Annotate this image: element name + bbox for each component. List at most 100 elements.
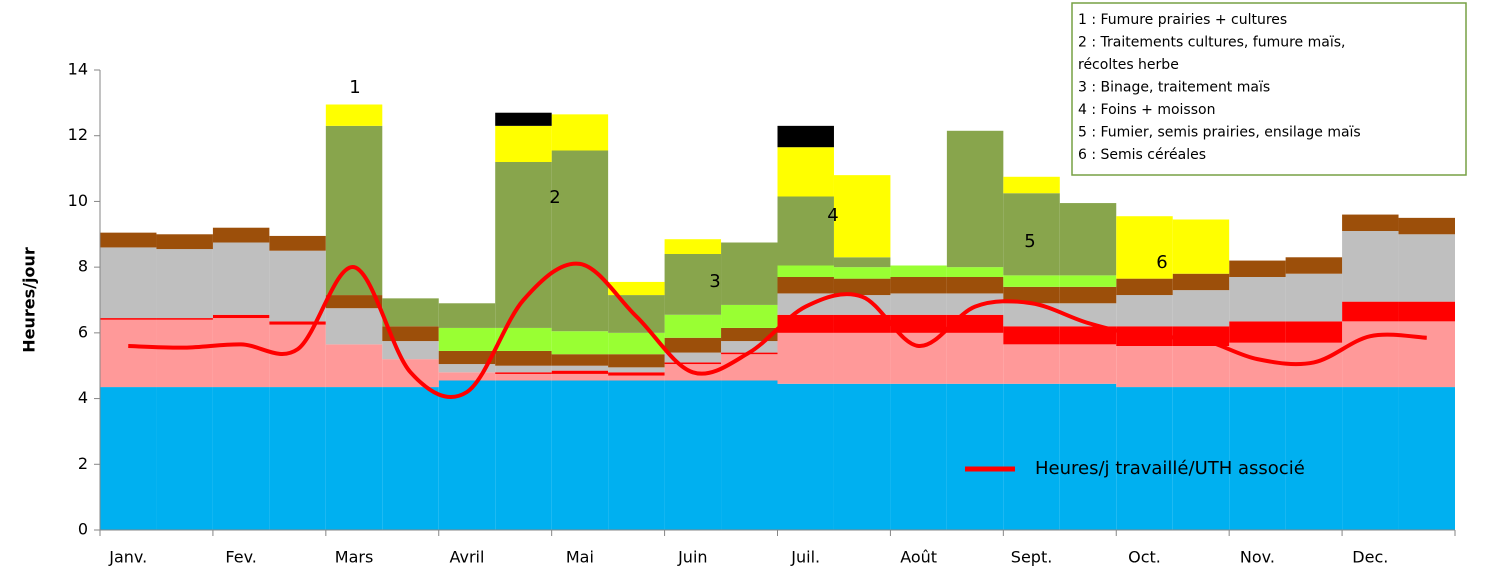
bar-segment (382, 341, 439, 360)
bar-segment (495, 125, 552, 162)
bar-segment (1172, 387, 1230, 530)
bar-segment (890, 277, 947, 294)
bar-segment (833, 383, 891, 530)
bar-segment (438, 350, 496, 365)
bar-segment (1003, 176, 1060, 194)
bar-segment (1229, 321, 1286, 343)
annotation: 2 (549, 187, 560, 208)
x-tick-label: Nov. (1240, 548, 1275, 567)
y-tick-label: 10 (68, 191, 88, 210)
x-tick-label: Fev. (225, 548, 256, 567)
bar-segment (1342, 231, 1399, 302)
bar-segment (608, 375, 665, 381)
bar-segment (1116, 387, 1173, 530)
bar-segment (156, 387, 213, 530)
bar-segment (777, 277, 834, 294)
bar-segment (608, 367, 665, 373)
bar-segment (1003, 344, 1060, 384)
bar-segment (721, 327, 778, 342)
bar-segment (1003, 383, 1060, 530)
bar-segment (156, 249, 213, 319)
bar-segment (1059, 383, 1117, 530)
bar-segment (721, 341, 778, 353)
note-line: 6 : Semis céréales (1078, 147, 1206, 163)
bar-segment (890, 383, 947, 530)
bar-segment (946, 293, 1004, 315)
bar-segment (946, 332, 1004, 384)
bar-segment (777, 196, 834, 266)
bar-segment (946, 383, 1004, 530)
bar-segment (1342, 387, 1399, 530)
bar-segment (495, 112, 552, 126)
bar-segment (325, 125, 383, 296)
bar-segment (1116, 216, 1173, 279)
bar-segment (1116, 346, 1173, 388)
bar-segment (438, 364, 496, 373)
bar-segment (551, 114, 609, 151)
bar-segment (664, 380, 722, 530)
bar-segment (212, 314, 270, 319)
bar-segment (100, 318, 157, 320)
bar-segment (156, 318, 213, 320)
bar-segment (1172, 346, 1230, 388)
bar-segment (495, 350, 552, 366)
bar-segment (212, 387, 270, 530)
bar-segment (1172, 326, 1230, 346)
bar-segment (1059, 303, 1117, 327)
y-tick-label: 4 (78, 388, 88, 407)
annotation: 6 (1156, 252, 1167, 273)
bar-segment (382, 298, 439, 327)
bar-segment (1229, 260, 1286, 277)
bar-segment (608, 380, 665, 530)
bar-segment (777, 314, 834, 333)
bar-segment (1398, 387, 1455, 530)
bar-segment (946, 277, 1004, 294)
bar-segment (1342, 301, 1399, 322)
bar-segment (1003, 326, 1060, 345)
bar-segment (1398, 321, 1455, 388)
line-series (128, 261, 1427, 399)
bar-segment (269, 235, 326, 251)
note-line: 3 : Binage, traitement maïs (1078, 80, 1270, 96)
bar-segment (1285, 321, 1343, 343)
bar-segment (721, 304, 778, 328)
bar-segment (1003, 193, 1060, 276)
x-tick-label: Août (900, 548, 937, 567)
bar-segment (608, 281, 665, 296)
x-tick-label: Juin (677, 548, 707, 567)
bar-segment (664, 314, 722, 338)
bar-segment (1059, 344, 1117, 384)
bar-segment (946, 314, 1004, 333)
bar-segment (156, 234, 213, 250)
annotation: 4 (827, 205, 838, 226)
bar-segment (1229, 387, 1286, 530)
note-line: récoltes herbe (1078, 57, 1179, 73)
y-tick-label: 6 (78, 322, 88, 341)
bar-segment (100, 387, 157, 530)
bar-segment (1059, 286, 1117, 304)
bar-segment (212, 318, 270, 388)
bar-segment (495, 373, 552, 381)
bar-segment (212, 242, 270, 315)
bar-segment (890, 332, 947, 384)
bar-segment (608, 332, 665, 355)
bar-segment (890, 314, 947, 333)
bar-segment (325, 387, 383, 530)
note-line: 2 : Traitements cultures, fumure maïs, (1078, 35, 1345, 51)
y-tick-label: 2 (78, 454, 88, 473)
x-tick-label: Mars (335, 548, 374, 567)
x-tick-label: Oct. (1128, 548, 1161, 567)
bar-segment (777, 332, 834, 384)
bar-segment (325, 308, 383, 345)
bar-segment (721, 354, 778, 381)
bar-segment (890, 293, 947, 315)
bar-segment (1172, 273, 1230, 291)
note-line: 4 : Foins + moisson (1078, 102, 1215, 118)
bar-segment (269, 387, 326, 530)
bar-segment (100, 232, 157, 248)
x-tick-label: Janv. (108, 548, 147, 567)
bar-segment (777, 125, 834, 148)
bar-segment (1398, 234, 1455, 302)
annotation: 1 (349, 77, 360, 98)
bar-segment (438, 327, 496, 351)
